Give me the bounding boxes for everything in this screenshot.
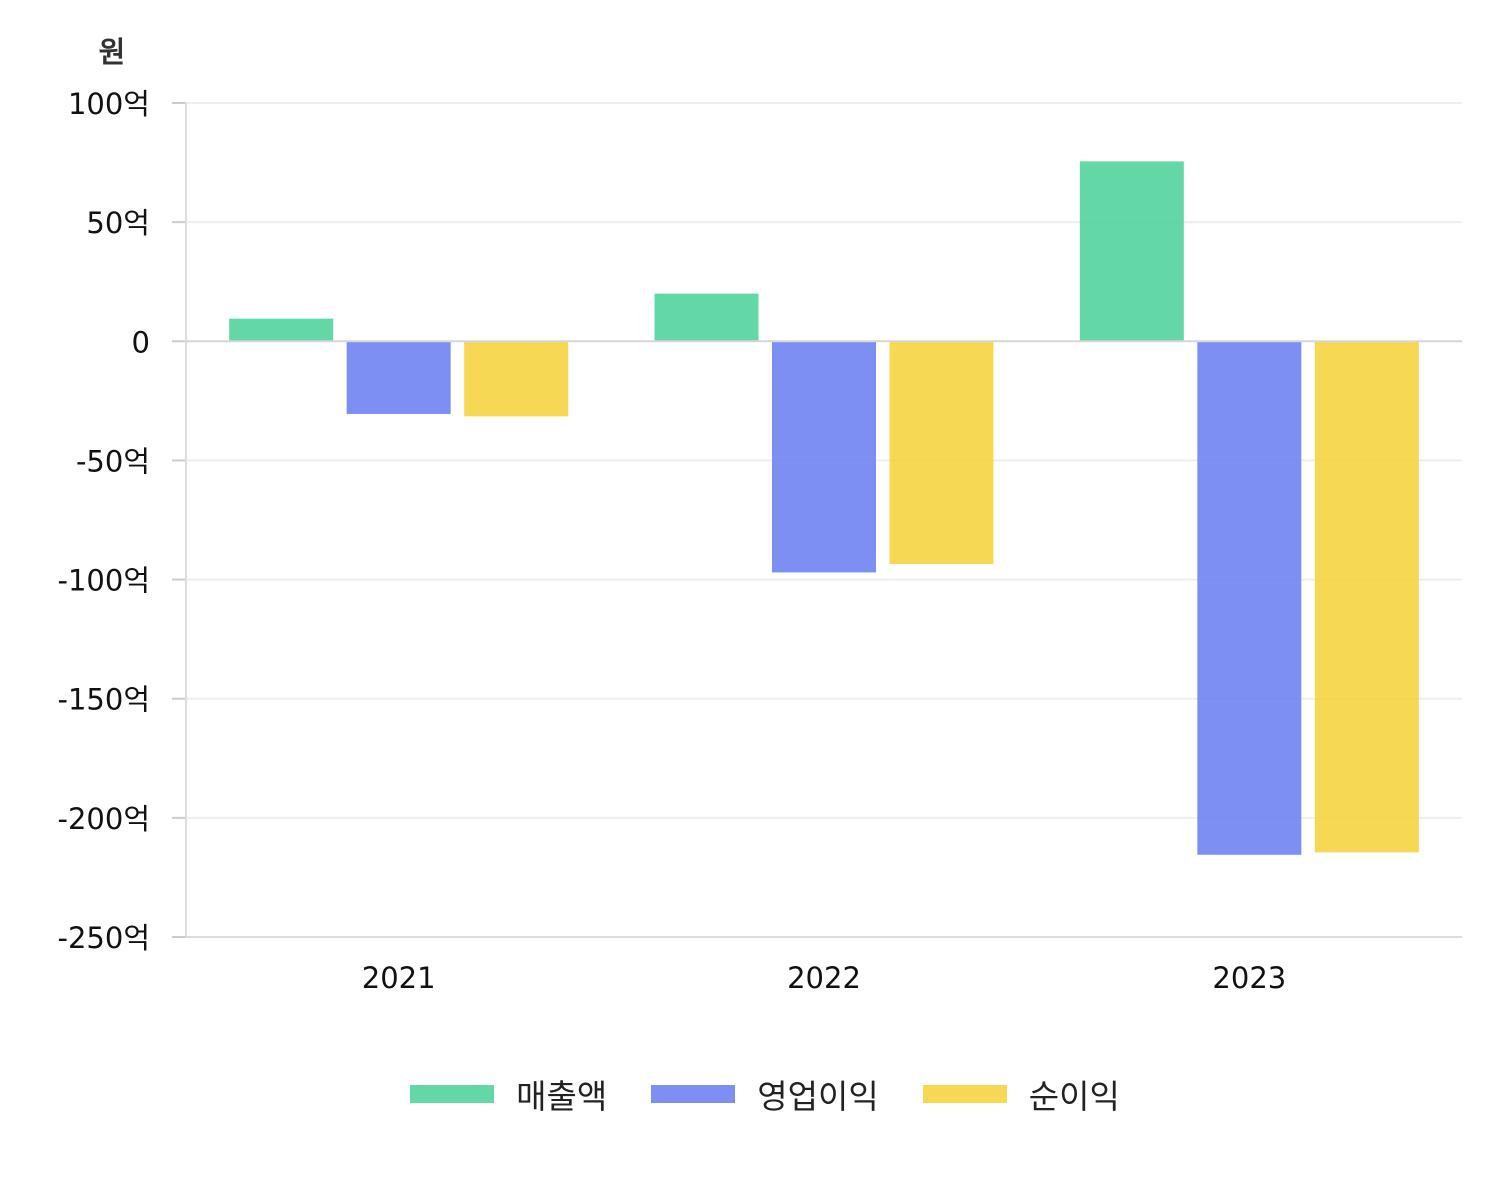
x-tick-label: 2022	[787, 961, 861, 995]
y-unit-label: 원	[99, 35, 126, 69]
y-tick-label: 0	[132, 325, 150, 359]
x-tick-label: 2023	[1212, 961, 1286, 995]
bar[interactable]	[346, 341, 451, 414]
legend-swatch	[922, 1085, 1007, 1103]
tick-labels: 100억 50억 0 -50억 -100억 -150억 -200억 -250억 2021 2022…	[58, 87, 1287, 995]
bar[interactable]	[1197, 341, 1302, 855]
legend-label: 영업이익	[757, 1077, 879, 1116]
y-tick-label: -50억	[76, 444, 150, 478]
legend-item[interactable]: 영업이익	[651, 1070, 879, 1118]
bar[interactable]	[464, 341, 569, 417]
y-tick-label: 50억	[86, 206, 150, 240]
legend-label: 순이익	[1028, 1077, 1120, 1116]
bars	[229, 161, 1419, 855]
y-tick-label: -250억	[58, 921, 151, 955]
axes	[172, 102, 1462, 938]
x-tick-label: 2021	[362, 961, 436, 995]
y-tick-label: -150억	[58, 683, 151, 717]
bar[interactable]	[229, 318, 334, 342]
legend-swatch	[651, 1085, 736, 1103]
bar[interactable]	[889, 341, 994, 565]
bar[interactable]	[1314, 341, 1419, 853]
bar[interactable]	[654, 293, 759, 342]
bar[interactable]	[1079, 161, 1184, 342]
legend-label: 매출액	[516, 1077, 608, 1116]
bar[interactable]	[772, 341, 876, 573]
y-tick-label: -200억	[58, 802, 151, 836]
y-tick-label: -100억	[58, 564, 151, 598]
y-tick-label: 100억	[68, 87, 150, 121]
legend-swatch	[410, 1085, 495, 1103]
legend-item[interactable]: 순이익	[922, 1070, 1120, 1118]
legend: 매출액 영업이익 순이익	[0, 1070, 1510, 1120]
legend-item[interactable]: 매출액	[410, 1070, 607, 1118]
